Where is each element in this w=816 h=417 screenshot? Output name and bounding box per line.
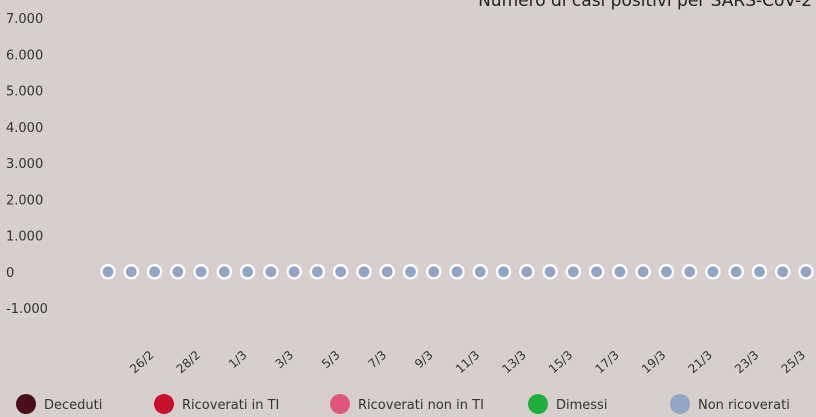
data-point[interactable] — [635, 264, 651, 280]
data-point[interactable] — [775, 264, 791, 280]
data-point[interactable] — [402, 264, 419, 280]
data-point[interactable] — [472, 264, 488, 280]
x-tick-label: 5/3 — [319, 348, 343, 371]
y-tick-label: 0 — [6, 266, 14, 281]
legend-item[interactable]: Non ricoverati — [670, 394, 790, 414]
y-tick-label: 2.000 — [6, 193, 43, 208]
y-tick-label: -1.000 — [6, 302, 48, 317]
data-point[interactable] — [309, 264, 325, 280]
legend-label: Deceduti — [44, 398, 102, 413]
y-tick-label: 5.000 — [6, 85, 43, 100]
legend-label: Ricoverati non in TI — [358, 398, 484, 413]
data-point[interactable] — [612, 264, 628, 280]
data-point[interactable] — [286, 264, 302, 280]
y-tick-label: 3.000 — [6, 157, 43, 172]
legend-swatch — [330, 394, 350, 414]
series-points — [100, 264, 814, 280]
x-axis-ticks: 26/2 28/2 1/3 3/3 5/3 7/3 9/3 11/3 13/3 15/3 17/3 1… — [127, 348, 808, 376]
y-tick-label: 1.000 — [6, 230, 43, 245]
legend-swatch — [16, 394, 36, 414]
data-point[interactable] — [240, 264, 256, 280]
x-tick-label: 25/3 — [779, 348, 808, 376]
x-tick-label: 11/3 — [453, 348, 482, 376]
legend-label: Dimessi — [556, 398, 607, 413]
legend-item[interactable]: Ricoverati non in TI — [330, 394, 484, 414]
data-point[interactable] — [588, 264, 605, 280]
data-point[interactable] — [542, 264, 558, 280]
data-point[interactable] — [658, 264, 675, 280]
x-tick-label: 28/2 — [174, 348, 203, 376]
x-tick-label: 21/3 — [686, 348, 715, 376]
data-point[interactable] — [263, 264, 279, 280]
data-point[interactable] — [333, 264, 349, 280]
x-tick-label: 7/3 — [365, 348, 389, 371]
data-point[interactable] — [519, 264, 535, 280]
legend-item[interactable]: Deceduti — [16, 394, 102, 414]
data-point[interactable] — [728, 264, 744, 280]
x-tick-label: 1/3 — [226, 348, 250, 371]
data-point[interactable] — [705, 264, 721, 280]
legend-item[interactable]: Dimessi — [528, 394, 607, 414]
data-point[interactable] — [798, 264, 814, 280]
data-point[interactable] — [123, 264, 139, 280]
x-tick-label: 26/2 — [127, 348, 156, 376]
data-point[interactable] — [356, 264, 372, 280]
x-tick-label: 23/3 — [732, 348, 761, 376]
y-tick-label: 4.000 — [6, 121, 43, 136]
data-point[interactable] — [426, 264, 442, 280]
legend-swatch — [528, 394, 548, 414]
chart-title: Numero di casi positivi per SARS-CoV-2 — [478, 0, 812, 11]
x-tick-label: 17/3 — [592, 348, 621, 376]
data-point[interactable] — [495, 264, 512, 280]
data-point[interactable] — [751, 264, 768, 280]
data-point[interactable] — [449, 264, 465, 280]
legend-swatch — [154, 394, 174, 414]
legend-swatch — [670, 394, 690, 414]
y-axis-ticks: -1.000 0 1.000 2.000 3.000 4.000 5.000 6.000 7.0… — [6, 12, 48, 317]
legend-item[interactable]: Ricoverati in TI — [154, 394, 279, 414]
y-tick-label: 6.000 — [6, 48, 43, 63]
legend-label: Non ricoverati — [698, 398, 790, 413]
legend-label: Ricoverati in TI — [182, 398, 279, 413]
data-point[interactable] — [682, 264, 698, 280]
data-point[interactable] — [193, 264, 209, 280]
legend: Deceduti Ricoverati in TI Ricoverati non i… — [16, 394, 790, 414]
data-point[interactable] — [170, 264, 186, 280]
data-point[interactable] — [100, 264, 116, 280]
x-tick-label: 15/3 — [546, 348, 575, 376]
data-point[interactable] — [565, 264, 581, 280]
data-point[interactable] — [216, 264, 232, 280]
data-point[interactable] — [146, 264, 163, 280]
x-tick-label: 9/3 — [412, 348, 436, 371]
x-tick-label: 13/3 — [499, 348, 528, 376]
x-tick-label: 3/3 — [272, 348, 296, 371]
y-tick-label: 7.000 — [6, 12, 43, 27]
x-tick-label: 19/3 — [639, 348, 668, 376]
data-point[interactable] — [379, 264, 395, 280]
